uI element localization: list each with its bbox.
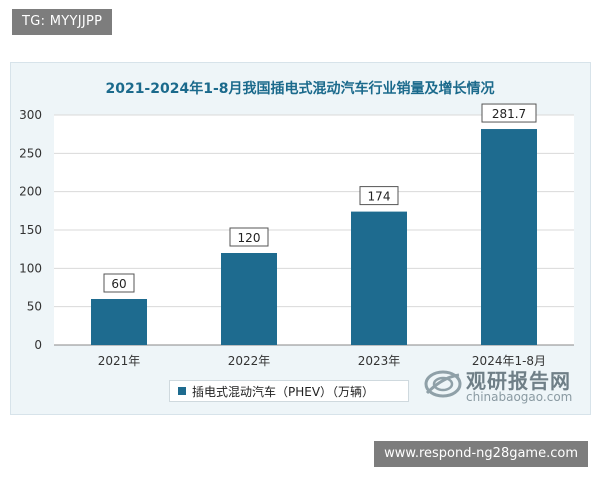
data-label-box	[229, 227, 269, 247]
watermark-en: chinabaogao.com	[466, 390, 573, 404]
watermark-cn: 观研报告网	[466, 369, 571, 393]
legend-label: 插电式混动汽车（PHEV）（万辆）	[192, 384, 375, 399]
data-label: 281.7	[492, 107, 526, 121]
x-tick-label: 2023年	[358, 354, 401, 368]
bar	[351, 211, 407, 345]
bar	[91, 299, 147, 345]
y-tick-label: 300	[19, 108, 42, 122]
y-tick-label: 250	[19, 146, 42, 160]
data-label: 120	[238, 231, 261, 245]
x-tick-label: 2024年1-8月	[472, 354, 546, 368]
data-label-box	[359, 186, 399, 206]
bar	[221, 253, 277, 345]
y-tick-label: 0	[34, 338, 42, 352]
data-label-box	[481, 103, 537, 123]
y-tick-label: 150	[19, 223, 42, 237]
x-tick-label: 2022年	[228, 354, 271, 368]
y-tick-label: 200	[19, 185, 42, 199]
legend-swatch	[178, 387, 186, 395]
watermark: 观研报告网 chinabaogao.com	[420, 361, 590, 409]
bar	[481, 129, 537, 345]
data-label: 174	[368, 190, 391, 204]
watermark-logo-icon	[424, 370, 462, 398]
legend: 插电式混动汽车（PHEV）（万辆）	[169, 380, 409, 402]
chart-title: 2021-2024年1-8月我国插电式混动汽车行业销量及增长情况	[105, 81, 495, 97]
y-tick-labels: 0 50 100 150 200 250 300	[19, 108, 42, 352]
data-labels: 60 120 174 281.7	[103, 103, 537, 293]
bottom-right-url: www.respond-ng28game.com	[374, 441, 588, 467]
x-tick-label: 2021年	[98, 354, 141, 368]
y-tick-label: 100	[19, 261, 42, 275]
y-tick-label: 50	[27, 300, 42, 314]
bars	[91, 129, 537, 345]
data-label-box	[103, 273, 135, 293]
top-left-tag: TG: MYYJJPP	[12, 9, 113, 35]
x-tick-labels: 2021年 2022年 2023年 2024年1-8月	[98, 354, 546, 368]
data-label: 60	[111, 277, 126, 291]
